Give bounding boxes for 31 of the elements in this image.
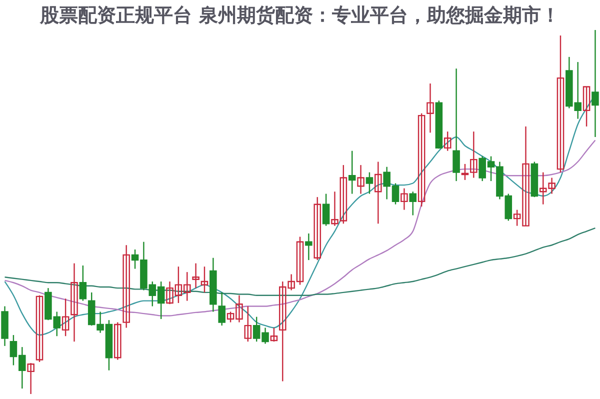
candlestick	[36, 294, 44, 363]
candlestick	[27, 362, 34, 395]
candlestick	[70, 262, 78, 342]
candlestick	[592, 29, 599, 138]
candlestick	[409, 191, 417, 216]
candlestick	[218, 292, 226, 326]
candlestick	[582, 86, 590, 128]
candlestick	[556, 34, 564, 173]
candlestick	[426, 82, 434, 134]
candlestick	[305, 232, 312, 261]
candlestick	[418, 112, 426, 208]
candlestick	[366, 172, 374, 194]
candlestick	[314, 196, 322, 261]
candlestick	[452, 68, 460, 182]
candlestick	[270, 327, 278, 342]
candlestick	[62, 298, 70, 337]
candlestick	[444, 130, 452, 152]
candlestick	[348, 150, 356, 194]
candlestick	[192, 262, 200, 289]
candlestick	[122, 244, 130, 328]
candlestick	[461, 163, 469, 181]
candlestick	[400, 188, 408, 210]
candlestick	[470, 130, 478, 178]
candlestick	[374, 161, 382, 224]
candlestick	[322, 193, 330, 226]
candlestick	[114, 322, 122, 360]
candlestick	[79, 264, 87, 302]
candlestick	[357, 164, 364, 194]
candlestick	[244, 306, 252, 342]
candlestick	[200, 266, 208, 294]
chart-title: 股票配资正规平台 泉州期货配资：专业平台，助您掘金期市！	[39, 4, 560, 26]
